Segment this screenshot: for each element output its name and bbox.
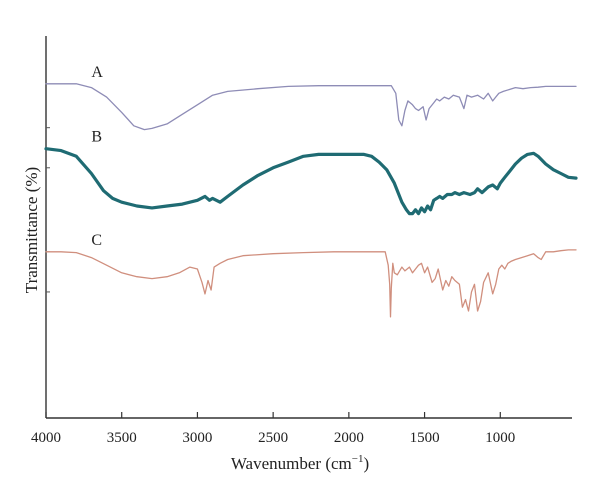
x-tick-label: 2500 xyxy=(258,430,288,446)
x-tick-label: 3500 xyxy=(107,430,137,446)
series-group xyxy=(44,83,578,318)
series-line-a xyxy=(45,83,577,131)
series-line-b xyxy=(44,147,578,216)
x-tick-label: 4000 xyxy=(31,430,61,446)
x-axis-ticks: 4000 3500 3000 2500 2000 1500 1000 xyxy=(31,412,515,446)
x-axis-title: Wavenumber (cm−1) xyxy=(231,453,369,473)
series-line-c xyxy=(45,249,577,318)
series-label-b: B xyxy=(91,129,102,146)
x-tick-label: 3000 xyxy=(182,430,212,446)
x-tick-label: 1000 xyxy=(485,430,515,446)
y-axis-title: Transmittance (%) xyxy=(22,167,41,293)
x-tick-label: 1500 xyxy=(410,430,440,446)
x-tick-label: 2000 xyxy=(334,430,364,446)
series-label-c: C xyxy=(91,232,102,249)
series-labels: A B C xyxy=(91,64,103,249)
axes: 4000 3500 3000 2500 2000 1500 1000 xyxy=(31,36,572,446)
series-label-a: A xyxy=(91,64,103,81)
